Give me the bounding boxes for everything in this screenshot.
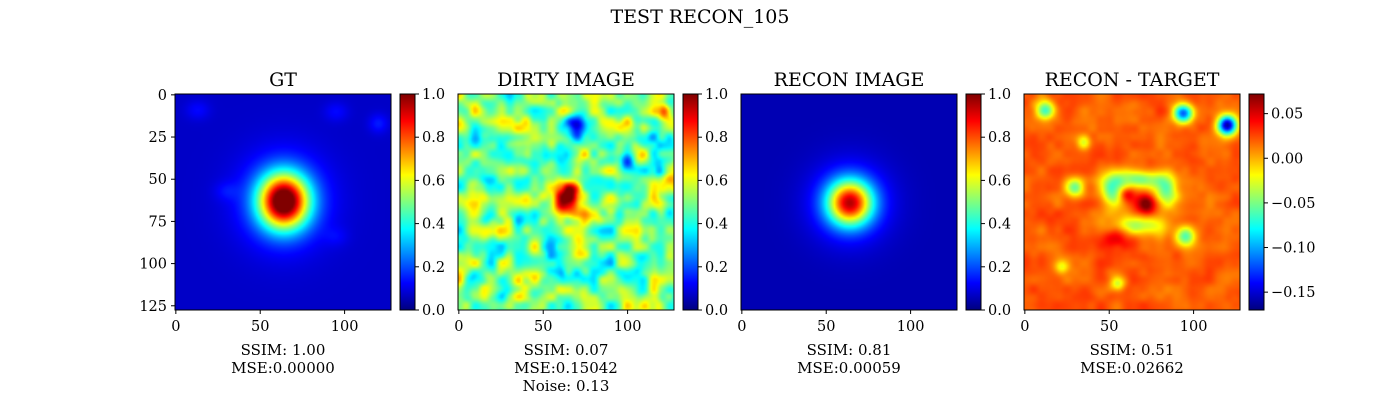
- colorbar-tick-label: 0.2: [422, 260, 445, 276]
- x-tick-label: 0: [737, 319, 746, 335]
- colorbar-tick-label: 1.0: [988, 87, 1011, 103]
- panel-4: RECON - TARGET 0 50 100 0.05 0.00 −0.05 −0.10 −0…: [1020, 69, 1315, 377]
- x-tick-label: 0: [1020, 319, 1029, 335]
- panel-3: RECON IMAGE 0 50 100 0.0 0.2 0.4 0.6 0.8 1.0 SSIM:…: [737, 69, 1011, 377]
- colorbar: 0.0 0.2 0.4 0.6 0.8 1.0: [965, 87, 1011, 319]
- panel-title: RECON - TARGET: [1045, 69, 1220, 91]
- metric-caption: MSE:0.15042: [514, 359, 618, 377]
- axes-frame: [457, 93, 675, 311]
- panel-title: DIRTY IMAGE: [497, 69, 635, 91]
- x-tick-label: 0: [171, 319, 180, 335]
- colorbar: 0.05 0.00 −0.05 −0.10 −0.15: [1248, 93, 1315, 311]
- metric-caption: Noise: 0.13: [523, 377, 610, 395]
- panel-title: RECON IMAGE: [774, 69, 925, 91]
- colorbar: 0.0 0.2 0.4 0.6 0.8 1.0: [682, 87, 728, 319]
- axes-frame: [174, 93, 392, 311]
- colorbar-tick-label: 0.4: [705, 217, 728, 233]
- colorbar-tick-label: −0.15: [1271, 285, 1315, 301]
- metric-caption: MSE:0.00059: [797, 359, 901, 377]
- colorbar-gradient: [682, 93, 699, 311]
- heatmap-image: [458, 94, 674, 310]
- panel-2: DIRTY IMAGE 0 50 100 0.0 0.2 0.4 0.6 0.8 1.0 SSIM:…: [454, 69, 728, 395]
- colorbar: 0.0 0.2 0.4 0.6 0.8 1.0: [399, 87, 445, 319]
- colorbar-tick-label: 0.2: [705, 260, 728, 276]
- colorbar-tick-label: 0.4: [422, 217, 445, 233]
- metric-caption: SSIM: 0.51: [1090, 341, 1175, 359]
- heatmap-image: [741, 94, 957, 310]
- x-tick-label: 100: [1180, 319, 1208, 335]
- x-tick-label: 100: [331, 319, 359, 335]
- x-tick-label: 50: [251, 319, 269, 335]
- y-tick-label: 50: [149, 172, 167, 188]
- colorbar-tick-label: −0.10: [1271, 241, 1315, 257]
- colorbar-tick-label: 0.00: [1271, 151, 1303, 167]
- colorbar-tick-label: −0.05: [1271, 196, 1315, 212]
- y-tick-label: 0: [158, 88, 167, 104]
- colorbar-gradient: [399, 93, 416, 311]
- colorbar-tick-label: 0.0: [705, 303, 728, 319]
- colorbar-tick-label: 0.8: [988, 130, 1011, 146]
- colorbar-tick-label: 0.6: [705, 173, 728, 189]
- figure-title: TEST RECON_105: [611, 6, 790, 28]
- x-tick-label: 100: [897, 319, 925, 335]
- y-tick-label: 125: [139, 299, 167, 315]
- metric-caption: MSE:0.00000: [231, 359, 335, 377]
- colorbar-tick-label: 0.8: [422, 130, 445, 146]
- colorbar-tick-label: 0.4: [988, 217, 1011, 233]
- metric-caption: SSIM: 0.07: [524, 341, 609, 359]
- panel-title: GT: [269, 69, 297, 91]
- panel-1: GT 0 50 100 0 25 50 75 100 125 0.0 0.2 0.4 0.6 0.8 1.0 S…: [139, 69, 445, 377]
- heatmap-image: [175, 94, 391, 310]
- x-tick-label: 100: [614, 319, 642, 335]
- panels: GT 0 50 100 0 25 50 75 100 125 0.0 0.2 0.4 0.6 0.8 1.0 S…: [139, 69, 1315, 395]
- metric-caption: SSIM: 0.81: [807, 341, 892, 359]
- y-tick-label: 25: [149, 130, 167, 146]
- colorbar-tick-label: 0.2: [988, 260, 1011, 276]
- colorbar-tick-label: 0.8: [705, 130, 728, 146]
- x-tick-label: 0: [454, 319, 463, 335]
- heatmap-image: [1024, 94, 1240, 310]
- metric-caption: SSIM: 1.00: [241, 341, 326, 359]
- colorbar-gradient: [965, 93, 982, 311]
- metric-caption: MSE:0.02662: [1080, 359, 1184, 377]
- colorbar-gradient: [1248, 93, 1265, 311]
- colorbar-tick-label: 0.6: [422, 173, 445, 189]
- y-tick-label: 100: [139, 257, 167, 273]
- axes-frame: [1023, 93, 1241, 311]
- axes-frame: [740, 93, 958, 311]
- x-tick-label: 50: [534, 319, 552, 335]
- y-tick-label: 75: [149, 214, 167, 230]
- x-tick-label: 50: [1100, 319, 1118, 335]
- colorbar-tick-label: 1.0: [705, 87, 728, 103]
- colorbar-tick-label: 0.05: [1271, 107, 1303, 123]
- colorbar-tick-label: 0.0: [422, 303, 445, 319]
- colorbar-tick-label: 0.0: [988, 303, 1011, 319]
- colorbar-tick-label: 0.6: [988, 173, 1011, 189]
- colorbar-tick-label: 1.0: [422, 87, 445, 103]
- x-tick-label: 50: [817, 319, 835, 335]
